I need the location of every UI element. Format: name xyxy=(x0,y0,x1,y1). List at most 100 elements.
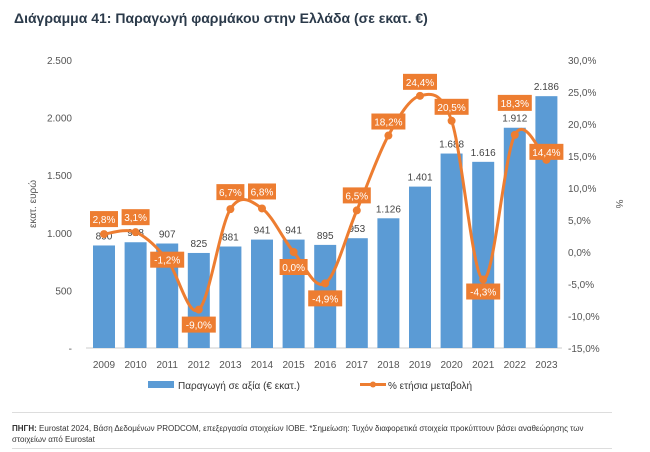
legend-bar-label: Παραγωγή σε αξία (€ εκατ.) xyxy=(178,380,300,392)
line-label: 6,7% xyxy=(219,188,242,199)
left-tick-label: 500 xyxy=(55,286,72,297)
x-tick-label: 2012 xyxy=(188,360,211,371)
x-tick-label: 2023 xyxy=(535,360,558,371)
line-label-box xyxy=(497,94,532,111)
legend-bar-swatch xyxy=(148,381,174,388)
line-label-box xyxy=(371,113,406,130)
bar xyxy=(503,127,526,348)
line-point xyxy=(226,205,235,214)
right-tick-label: 25,0% xyxy=(568,88,596,99)
bar xyxy=(345,238,368,348)
bar xyxy=(472,161,495,348)
chart-title: Διάγραμμα 41: Παραγωγή φαρμάκου στην Ελλ… xyxy=(14,10,428,26)
right-tick-label: 15,0% xyxy=(568,152,596,163)
line-label-box xyxy=(308,290,343,307)
line-label: 14,4% xyxy=(532,148,560,159)
bar-label: 1.616 xyxy=(471,148,496,159)
left-tick-label: 2.000 xyxy=(47,114,72,125)
bar-label: 1.126 xyxy=(376,204,401,215)
right-tick-label: 5,0% xyxy=(568,216,591,227)
x-tick-label: 2014 xyxy=(251,360,274,371)
right-tick-label: 30,0% xyxy=(568,56,596,67)
left-tick-label: 2.500 xyxy=(47,56,72,67)
line-label: 24,4% xyxy=(406,78,434,89)
left-axis-label: εκατ. ευρώ xyxy=(27,180,39,228)
x-tick-label: 2021 xyxy=(472,360,495,371)
line-label-box xyxy=(181,316,216,333)
line-label: 20,5% xyxy=(437,103,465,114)
line-label: 6,5% xyxy=(345,191,368,202)
bar-label: 953 xyxy=(348,224,365,235)
line-label: 6,8% xyxy=(251,187,274,198)
x-tick-label: 2020 xyxy=(440,360,463,371)
x-tick-label: 2022 xyxy=(504,360,527,371)
bar-label: 1.912 xyxy=(502,114,527,125)
bar xyxy=(93,245,115,348)
bar-label: 881 xyxy=(222,233,239,244)
line-label-box xyxy=(90,211,118,228)
line-label-box xyxy=(279,259,308,275)
bar xyxy=(409,186,431,348)
line-label: -9,0% xyxy=(186,321,212,332)
line-point xyxy=(321,279,330,288)
line-label-box xyxy=(466,283,501,300)
right-tick-label: 20,0% xyxy=(568,120,596,131)
right-tick-label: -15,0% xyxy=(568,344,600,355)
source-label: ΠΗΓΗ: xyxy=(12,424,37,433)
line-point xyxy=(416,91,424,100)
source-note: ΠΗΓΗ: Eurostat 2024, Βάση Δεδομένων PROD… xyxy=(12,423,612,445)
line-label: 0,0% xyxy=(282,263,305,274)
line-label: 2,8% xyxy=(93,215,116,226)
line-label-box xyxy=(434,98,469,115)
x-tick-label: 2018 xyxy=(377,360,400,371)
line-label: -1,2% xyxy=(154,256,180,267)
line-label-box xyxy=(248,183,276,200)
bar-label: 1.688 xyxy=(439,140,464,151)
right-tick-label: -10,0% xyxy=(568,312,600,323)
right-tick-label: 0,0% xyxy=(568,248,591,259)
line-label-box xyxy=(121,209,150,226)
x-tick-label: 2019 xyxy=(409,360,432,371)
x-tick-label: 2009 xyxy=(93,360,116,371)
bar xyxy=(440,153,463,348)
source-text: Eurostat 2024, Βάση Δεδομένων PRODCOM, ε… xyxy=(12,424,584,444)
bar-label: 825 xyxy=(190,239,207,250)
divider xyxy=(12,448,612,449)
line-point xyxy=(510,130,519,139)
legend-line-label: % ετήσια μεταβολή xyxy=(388,380,472,392)
bar xyxy=(535,96,558,349)
right-tick-label: -5,0% xyxy=(568,280,594,291)
left-tick-label: 1.500 xyxy=(47,171,72,182)
bar-label: 895 xyxy=(317,231,334,242)
x-tick-label: 2010 xyxy=(124,360,147,371)
bar-label: 941 xyxy=(254,226,271,237)
line-label-box xyxy=(403,73,437,90)
line-point xyxy=(352,206,361,215)
bar xyxy=(219,246,242,348)
line-point xyxy=(447,116,456,125)
line-label-box xyxy=(150,251,185,268)
x-tick-label: 2015 xyxy=(282,360,305,371)
right-tick-label: 10,0% xyxy=(568,184,596,195)
left-tick-label: - xyxy=(69,344,72,355)
bar xyxy=(251,239,273,348)
bar-label: 1.401 xyxy=(407,173,432,184)
line-point xyxy=(289,248,298,256)
x-tick-label: 2017 xyxy=(346,360,369,371)
bar-label: 907 xyxy=(159,230,176,241)
line-label-box xyxy=(342,187,371,204)
line-point xyxy=(258,204,266,213)
line-label: -4,9% xyxy=(312,294,338,305)
line-label: 18,2% xyxy=(374,118,402,129)
right-axis-label: % xyxy=(613,200,624,209)
line-label: -4,3% xyxy=(470,288,496,299)
x-tick-label: 2016 xyxy=(314,360,337,371)
bar-label: 2.186 xyxy=(534,82,559,93)
line-point xyxy=(194,305,203,314)
x-tick-label: 2011 xyxy=(156,360,178,371)
legend-line-marker xyxy=(370,381,376,388)
line-label: 18,3% xyxy=(501,99,529,110)
line-point xyxy=(479,275,488,284)
line-label: 3,1% xyxy=(124,213,147,224)
